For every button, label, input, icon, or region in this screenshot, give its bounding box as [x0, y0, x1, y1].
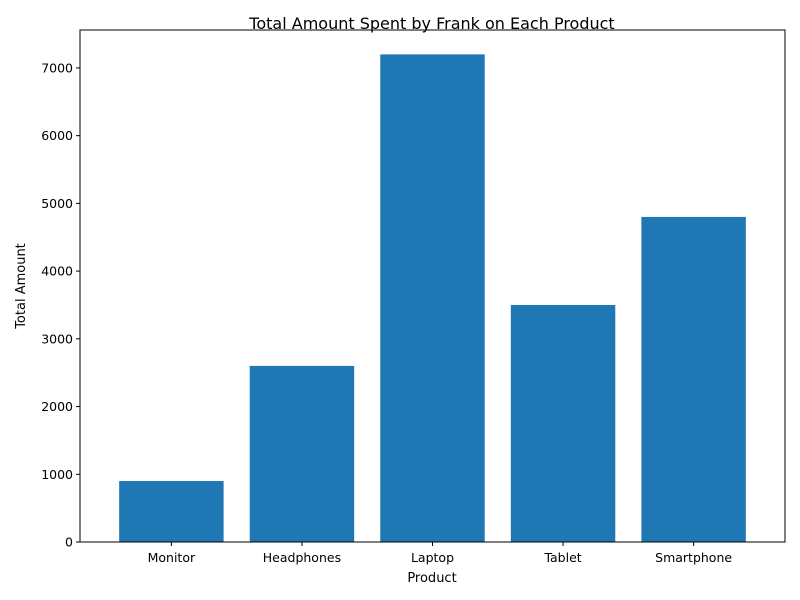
x-tick-label: Headphones — [263, 550, 341, 565]
y-tick-label: 0 — [65, 535, 73, 550]
y-axis-label: Total Amount — [14, 243, 29, 330]
x-axis-ticks: Monitor Headphones Laptop Tablet Smartphone — [148, 542, 732, 565]
y-axis-ticks: 0 1000 2000 3000 4000 5000 6000 7000 — [41, 60, 80, 550]
x-tick-label: Laptop — [411, 550, 454, 565]
x-axis-label: Product — [407, 571, 456, 586]
y-tick-label: 6000 — [41, 128, 73, 143]
y-tick-label: 7000 — [41, 60, 73, 75]
chart-title: Total Amount Spent by Frank on Each Prod… — [248, 14, 614, 33]
y-tick-label: 5000 — [41, 196, 73, 211]
plot-frame — [79, 29, 786, 543]
bar-smartphone — [641, 216, 746, 542]
bar-tablet — [510, 304, 616, 542]
y-tick-label: 3000 — [41, 331, 73, 346]
bar-headphones — [249, 365, 355, 542]
bar-monitor — [119, 481, 224, 542]
x-tick-label: Tablet — [543, 550, 581, 565]
y-tick-label: 2000 — [41, 399, 73, 414]
bars-layer — [119, 54, 746, 542]
x-tick-label: Monitor — [148, 550, 196, 565]
bar-laptop — [380, 54, 485, 542]
y-tick-label: 1000 — [41, 467, 73, 482]
x-tick-label: Smartphone — [655, 550, 732, 565]
y-tick-label: 4000 — [41, 264, 73, 279]
